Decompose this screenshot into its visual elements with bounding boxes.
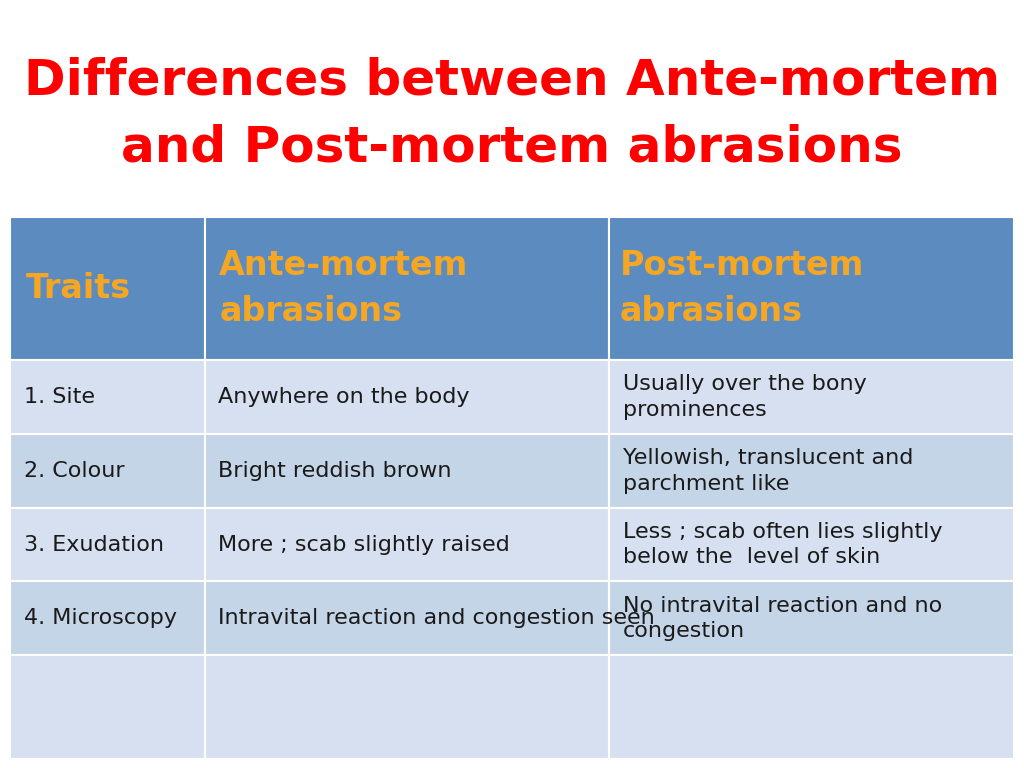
Bar: [205, 434, 609, 508]
Bar: [10, 508, 205, 581]
Bar: [609, 581, 1014, 655]
Bar: [10, 217, 205, 360]
Text: and Post-mortem abrasions: and Post-mortem abrasions: [121, 124, 903, 171]
Text: Less ; scab often lies slightly
below the  level of skin: Less ; scab often lies slightly below th…: [623, 521, 942, 568]
Bar: [609, 508, 1014, 581]
Text: Intravital reaction and congestion seen: Intravital reaction and congestion seen: [218, 608, 655, 628]
Text: Traits: Traits: [26, 272, 131, 305]
Text: Bright reddish brown: Bright reddish brown: [218, 461, 452, 481]
Bar: [609, 434, 1014, 508]
Bar: [609, 217, 1014, 360]
Text: 2. Colour: 2. Colour: [24, 461, 124, 481]
Bar: [10, 360, 205, 434]
Bar: [205, 655, 609, 759]
Text: 1. Site: 1. Site: [24, 387, 94, 407]
Bar: [10, 581, 205, 655]
Bar: [609, 360, 1014, 434]
Bar: [205, 581, 609, 655]
Text: No intravital reaction and no
congestion: No intravital reaction and no congestion: [623, 595, 942, 641]
Bar: [205, 360, 609, 434]
Bar: [10, 655, 205, 759]
Bar: [205, 217, 609, 360]
Text: Differences between Ante-mortem: Differences between Ante-mortem: [24, 57, 1000, 104]
Text: Yellowish, translucent and
parchment like: Yellowish, translucent and parchment lik…: [623, 448, 913, 494]
Bar: [10, 434, 205, 508]
Text: Anywhere on the body: Anywhere on the body: [218, 387, 470, 407]
Text: Ante-mortem
abrasions: Ante-mortem abrasions: [219, 249, 469, 328]
Text: More ; scab slightly raised: More ; scab slightly raised: [218, 535, 510, 554]
Text: 4. Microscopy: 4. Microscopy: [24, 608, 176, 628]
Text: 3. Exudation: 3. Exudation: [24, 535, 164, 554]
Text: Usually over the bony
prominences: Usually over the bony prominences: [623, 374, 866, 420]
Bar: [205, 508, 609, 581]
Text: Post-mortem
abrasions: Post-mortem abrasions: [620, 249, 864, 328]
Bar: [609, 655, 1014, 759]
